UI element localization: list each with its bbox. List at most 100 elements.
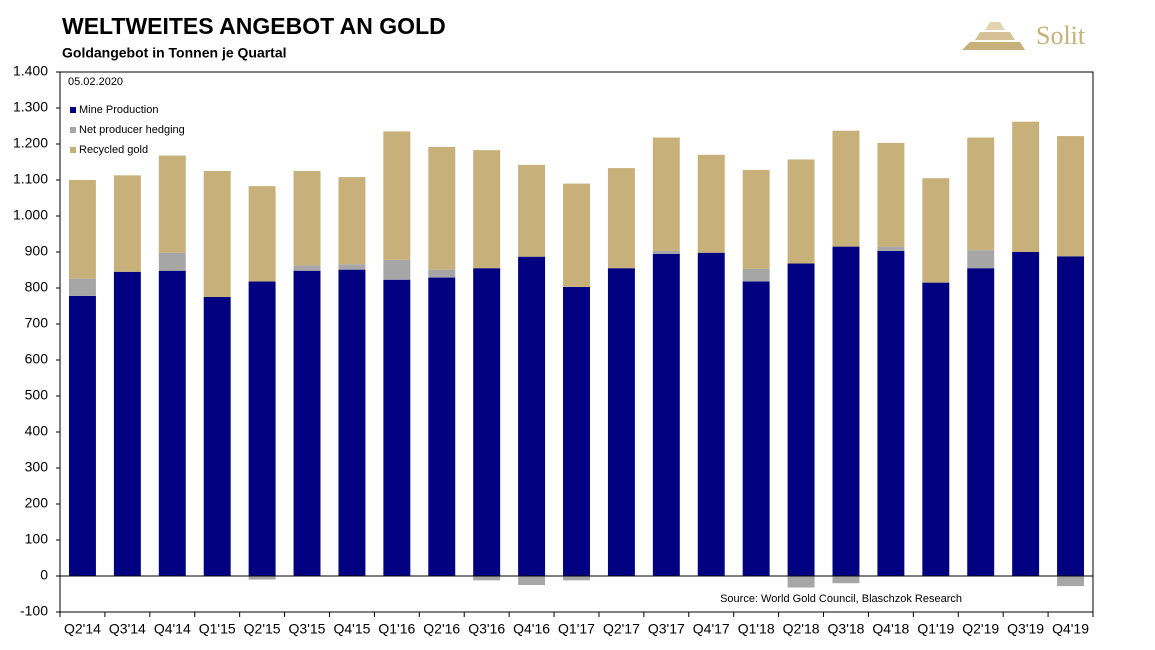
bar-segment <box>338 264 366 270</box>
bar-segment <box>383 259 411 280</box>
bar-segment <box>383 279 411 576</box>
bar-segment <box>158 270 186 576</box>
bar-segment <box>742 268 770 282</box>
chart-subtitle: Goldangebot in Tonnen je Quartal <box>62 45 287 61</box>
bar-segment <box>563 183 590 287</box>
legend-swatch <box>70 127 76 133</box>
bar-segment <box>203 297 231 576</box>
bar-segment <box>113 175 141 272</box>
x-tick-label: Q3'17 <box>648 621 685 637</box>
y-tick-label: 100 <box>25 531 49 547</box>
bar-segment <box>293 171 321 266</box>
bar-segment <box>967 137 995 251</box>
x-tick-label: Q4'16 <box>513 621 550 637</box>
y-tick-label: 1.200 <box>13 135 48 151</box>
x-tick-label: Q2'15 <box>244 621 281 637</box>
x-tick-label: Q1'19 <box>917 621 954 637</box>
bar-segment <box>832 130 860 247</box>
bar-segment <box>248 281 276 576</box>
y-tick-label: -100 <box>20 603 48 619</box>
bar-segment <box>607 168 635 269</box>
legend-label: Mine Production <box>79 104 159 116</box>
x-tick-label: Q4'15 <box>333 621 370 637</box>
bar-segment <box>68 295 96 576</box>
source-note: Source: World Gold Council, Blaschzok Re… <box>720 593 962 605</box>
bar-segment <box>697 154 725 253</box>
bar-segment <box>293 270 321 576</box>
bar-segment <box>428 146 456 270</box>
bar-segment <box>1012 252 1040 576</box>
bar-segment <box>832 246 860 576</box>
bar-segment <box>652 250 680 254</box>
x-tick-label: Q2'19 <box>962 621 999 637</box>
bar-segment <box>922 282 950 576</box>
bar-segment <box>832 576 860 584</box>
bar-segment <box>473 268 501 576</box>
x-tick-label: Q3'15 <box>289 621 326 637</box>
bar-segment <box>1057 576 1085 587</box>
y-tick-label: 600 <box>25 351 49 367</box>
chart-title: WELTWEITES ANGEBOT AN GOLD <box>62 13 446 39</box>
y-tick-label: 1.400 <box>13 63 48 79</box>
x-tick-label: Q2'14 <box>64 621 101 637</box>
x-tick-label: Q3'14 <box>109 621 146 637</box>
x-tick-label: Q3'18 <box>828 621 865 637</box>
bar-segment <box>293 265 321 271</box>
bar-segment <box>158 252 186 271</box>
bar-segment <box>518 576 546 585</box>
logo-icon <box>962 22 1025 50</box>
y-tick-label: 200 <box>25 495 49 511</box>
x-tick-label: Q2'17 <box>603 621 640 637</box>
bar-segment <box>967 250 995 269</box>
x-tick-label: Q4'18 <box>872 621 909 637</box>
x-tick-label: Q2'16 <box>423 621 460 637</box>
y-tick-label: 300 <box>25 459 49 475</box>
x-tick-label: Q1'15 <box>199 621 236 637</box>
x-tick-label: Q3'19 <box>1007 621 1044 637</box>
legend-swatch <box>70 107 76 113</box>
bar-segment <box>787 159 815 264</box>
bar-segment <box>607 268 635 576</box>
y-tick-label: 700 <box>25 315 49 331</box>
bar-segment <box>473 576 501 581</box>
bar-segment <box>1012 121 1040 253</box>
bar-segment <box>428 277 456 576</box>
bar-segment <box>563 576 590 581</box>
x-tick-label: Q4'17 <box>693 621 730 637</box>
x-tick-label: Q1'18 <box>738 621 775 637</box>
bar-segment <box>967 268 995 576</box>
bar-segment <box>1057 256 1085 576</box>
bar-segment <box>697 252 725 576</box>
bar-segment <box>248 576 276 580</box>
bar-segment <box>383 131 411 260</box>
bar-segment <box>68 180 96 279</box>
y-tick-label: 400 <box>25 423 49 439</box>
bar-segment <box>922 178 950 283</box>
bar-segment <box>158 155 186 253</box>
x-tick-label: Q1'16 <box>378 621 415 637</box>
bar-segment <box>338 177 366 265</box>
x-tick-label: Q3'16 <box>468 621 505 637</box>
bar-segment <box>877 250 905 577</box>
legend-label: Net producer hedging <box>79 124 185 136</box>
bar-segment <box>248 186 276 282</box>
bar-segment <box>68 278 96 296</box>
y-tick-label: 0 <box>40 567 48 583</box>
y-tick-label: 1.000 <box>13 207 48 223</box>
bar-segment <box>742 281 770 576</box>
bar-segment <box>787 263 815 576</box>
date-note: 05.02.2020 <box>68 76 123 88</box>
bar-segment <box>428 269 456 278</box>
bar-segment <box>877 142 905 247</box>
bar-segment <box>113 271 141 576</box>
bar-segment <box>473 150 501 269</box>
bar-segment <box>518 256 546 576</box>
x-tick-label: Q1'17 <box>558 621 595 637</box>
bar-segment <box>203 171 231 297</box>
bar-segment <box>877 246 905 251</box>
y-tick-label: 900 <box>25 243 49 259</box>
bar-segment <box>563 286 590 576</box>
bar-segment <box>787 576 815 588</box>
x-tick-label: Q4'19 <box>1052 621 1089 637</box>
